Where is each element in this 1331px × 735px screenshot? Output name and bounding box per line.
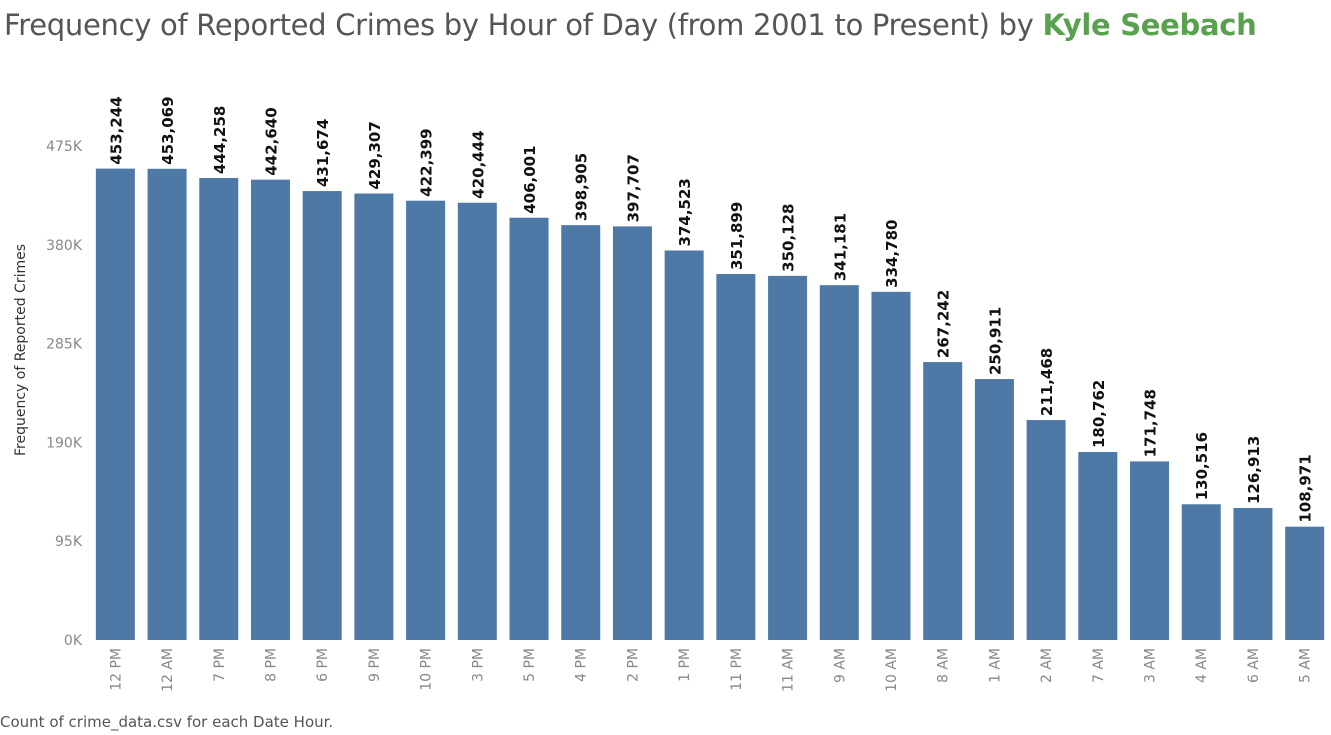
x-tick-label: 2 PM: [625, 648, 641, 682]
data-label: 180,762: [1090, 380, 1108, 448]
y-tick-label: 95K: [55, 534, 83, 550]
data-label: 431,674: [314, 119, 332, 187]
y-tick-label: 475K: [46, 139, 83, 155]
data-label: 453,069: [159, 96, 177, 164]
bar: [974, 379, 1014, 640]
bar: [457, 202, 497, 641]
x-tick-label: 7 AM: [1091, 648, 1107, 683]
x-tick-label: 3 PM: [470, 648, 486, 682]
x-tick-label: 5 AM: [1298, 648, 1314, 683]
data-label: 374,523: [676, 178, 694, 246]
bar: [664, 250, 704, 640]
x-tick-label: 10 PM: [419, 648, 435, 691]
data-label: 398,905: [573, 153, 591, 221]
y-tick-label: 190K: [46, 435, 83, 451]
x-tick-label: 4 PM: [574, 648, 590, 682]
bar: [612, 226, 652, 641]
y-tick-label: 0K: [64, 633, 83, 649]
x-tick-label: 8 AM: [936, 648, 952, 683]
y-tick-label: 285K: [46, 337, 83, 353]
y-axis-title: Frequency of Reported Crimes: [13, 244, 29, 456]
bar: [1026, 420, 1066, 640]
data-labels: 453,244 453,069 444,258 442,640 431,674 429,3…: [107, 96, 1314, 522]
footer-caption: Count of crime_data.csv for each Date Ho…: [0, 713, 334, 731]
bar: [1233, 508, 1273, 640]
x-tick-label: 7 PM: [212, 648, 228, 682]
data-label: 453,244: [107, 96, 125, 164]
x-tick-label: 4 AM: [1194, 648, 1210, 683]
bar: [250, 179, 290, 640]
bar: [147, 168, 187, 641]
data-label: 267,242: [935, 290, 953, 358]
x-tick-label: 11 AM: [781, 648, 797, 692]
data-label: 130,516: [1193, 432, 1211, 500]
data-label: 350,128: [780, 204, 798, 272]
bar: [1181, 504, 1221, 640]
data-label: 351,899: [728, 202, 746, 270]
x-tick-label: 9 AM: [832, 648, 848, 683]
data-label: 442,640: [262, 107, 280, 175]
x-tick-label: 6 PM: [315, 648, 331, 682]
data-label: 406,001: [521, 145, 539, 213]
data-label: 444,258: [211, 106, 229, 174]
data-label: 126,913: [1245, 436, 1263, 504]
x-tick-label: 1 PM: [677, 648, 693, 682]
bar: [354, 193, 394, 640]
x-tick-label: 2 AM: [1039, 648, 1055, 683]
x-tick-label: 12 PM: [108, 648, 124, 691]
bar: [509, 217, 549, 640]
bar: [302, 191, 342, 641]
bar: [1130, 461, 1170, 640]
title-author: Kyle Seebach: [1042, 8, 1257, 42]
chart-title: Frequency of Reported Crimes by Hour of …: [4, 8, 1257, 42]
x-tick-label: 9 PM: [367, 648, 383, 682]
data-label: 108,971: [1297, 454, 1315, 522]
data-label: 211,468: [1038, 348, 1056, 416]
bar: [1285, 526, 1325, 640]
bar: [95, 168, 135, 641]
data-label: 171,748: [1142, 389, 1160, 457]
x-tick-label: 12 AM: [160, 648, 176, 692]
data-label: 397,707: [624, 154, 642, 222]
data-label: 334,780: [883, 220, 901, 288]
x-tick-label: 3 AM: [1143, 648, 1159, 683]
bars: [95, 168, 1325, 641]
x-axis: 12 PM 12 AM 7 PM 8 PM 6 PM 9 PM 10 PM 3 PM 5 PM 4…: [108, 648, 1313, 692]
x-tick-label: 1 AM: [987, 648, 1003, 683]
bar: [768, 275, 808, 640]
bar: [716, 274, 756, 640]
bar: [819, 285, 859, 640]
x-tick-label: 11 PM: [729, 648, 745, 691]
data-label: 420,444: [469, 130, 487, 198]
data-label: 250,911: [986, 307, 1004, 375]
x-tick-label: 6 AM: [1246, 648, 1262, 683]
bar: [406, 200, 446, 640]
title-text: Frequency of Reported Crimes by Hour of …: [4, 8, 1043, 42]
data-label: 341,181: [831, 213, 849, 281]
y-tick-label: 380K: [46, 238, 83, 254]
x-tick-label: 5 PM: [522, 648, 538, 682]
bar: [871, 291, 911, 640]
data-label: 422,399: [418, 128, 436, 196]
x-tick-label: 10 AM: [884, 648, 900, 692]
bar: [561, 225, 601, 640]
data-label: 429,307: [366, 121, 384, 189]
y-axis: 0K 95K 190K 285K 380K 475K: [46, 139, 83, 649]
bar: [199, 177, 239, 640]
bar: [923, 362, 963, 640]
bar: [1078, 452, 1118, 640]
x-tick-label: 8 PM: [263, 648, 279, 682]
